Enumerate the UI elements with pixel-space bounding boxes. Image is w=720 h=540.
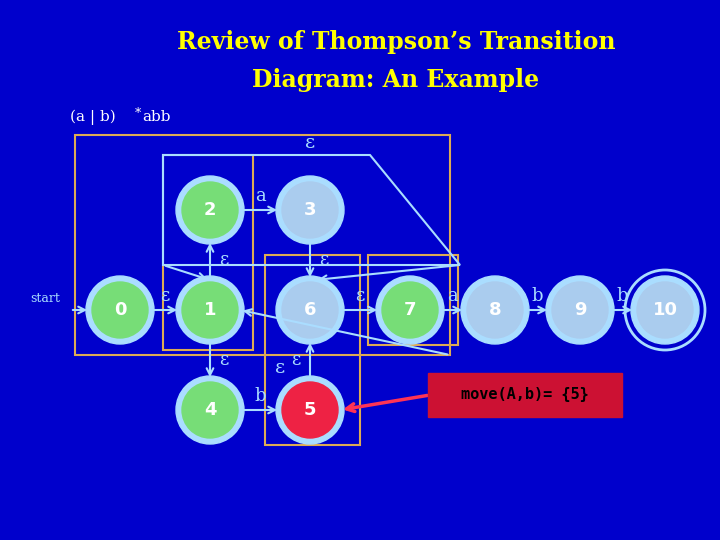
Text: 9: 9 [574, 301, 586, 319]
Text: ε: ε [220, 251, 229, 269]
Text: ε: ε [161, 287, 170, 305]
Text: ε: ε [355, 287, 365, 305]
Text: abb: abb [142, 110, 171, 124]
Circle shape [282, 182, 338, 238]
Circle shape [176, 276, 244, 344]
Text: 3: 3 [304, 201, 316, 219]
Text: ε: ε [275, 359, 285, 377]
Text: 1: 1 [204, 301, 216, 319]
Text: ε: ε [305, 134, 315, 152]
Text: 10: 10 [652, 301, 678, 319]
Text: ε: ε [292, 351, 301, 369]
Circle shape [637, 282, 693, 338]
Circle shape [182, 182, 238, 238]
Bar [265, 255, 360, 445]
Circle shape [276, 276, 344, 344]
Text: Diagram: An Example: Diagram: An Example [253, 68, 539, 92]
Text: 8: 8 [489, 301, 501, 319]
Circle shape [461, 276, 529, 344]
Circle shape [282, 382, 338, 438]
Circle shape [176, 176, 244, 244]
Circle shape [546, 276, 614, 344]
Bar [163, 155, 253, 350]
Text: b: b [532, 287, 544, 305]
Text: 2: 2 [204, 201, 216, 219]
Circle shape [182, 382, 238, 438]
Text: Review of Thompson’s Transition: Review of Thompson’s Transition [176, 30, 616, 54]
Circle shape [86, 276, 154, 344]
Text: a: a [447, 287, 458, 305]
Circle shape [182, 282, 238, 338]
Text: *: * [135, 107, 141, 120]
Text: 0: 0 [114, 301, 126, 319]
Circle shape [92, 282, 148, 338]
Circle shape [376, 276, 444, 344]
Text: move(A,b)= {5}: move(A,b)= {5} [461, 388, 589, 402]
Circle shape [382, 282, 438, 338]
Text: 5: 5 [304, 401, 316, 419]
Text: ε: ε [319, 251, 329, 269]
Circle shape [276, 176, 344, 244]
Text: 7: 7 [404, 301, 416, 319]
Bar [368, 255, 458, 345]
Circle shape [282, 282, 338, 338]
Circle shape [552, 282, 608, 338]
Text: start: start [30, 292, 60, 305]
Text: 4: 4 [204, 401, 216, 419]
Circle shape [276, 376, 344, 444]
Text: ε: ε [220, 351, 229, 369]
FancyBboxPatch shape [428, 373, 622, 417]
Text: (a | b): (a | b) [70, 110, 116, 125]
Text: a: a [255, 187, 266, 205]
Circle shape [467, 282, 523, 338]
Circle shape [631, 276, 699, 344]
Text: b: b [254, 387, 266, 405]
Text: b: b [617, 287, 629, 305]
Bar [75, 135, 450, 355]
Text: 6: 6 [304, 301, 316, 319]
Circle shape [176, 376, 244, 444]
